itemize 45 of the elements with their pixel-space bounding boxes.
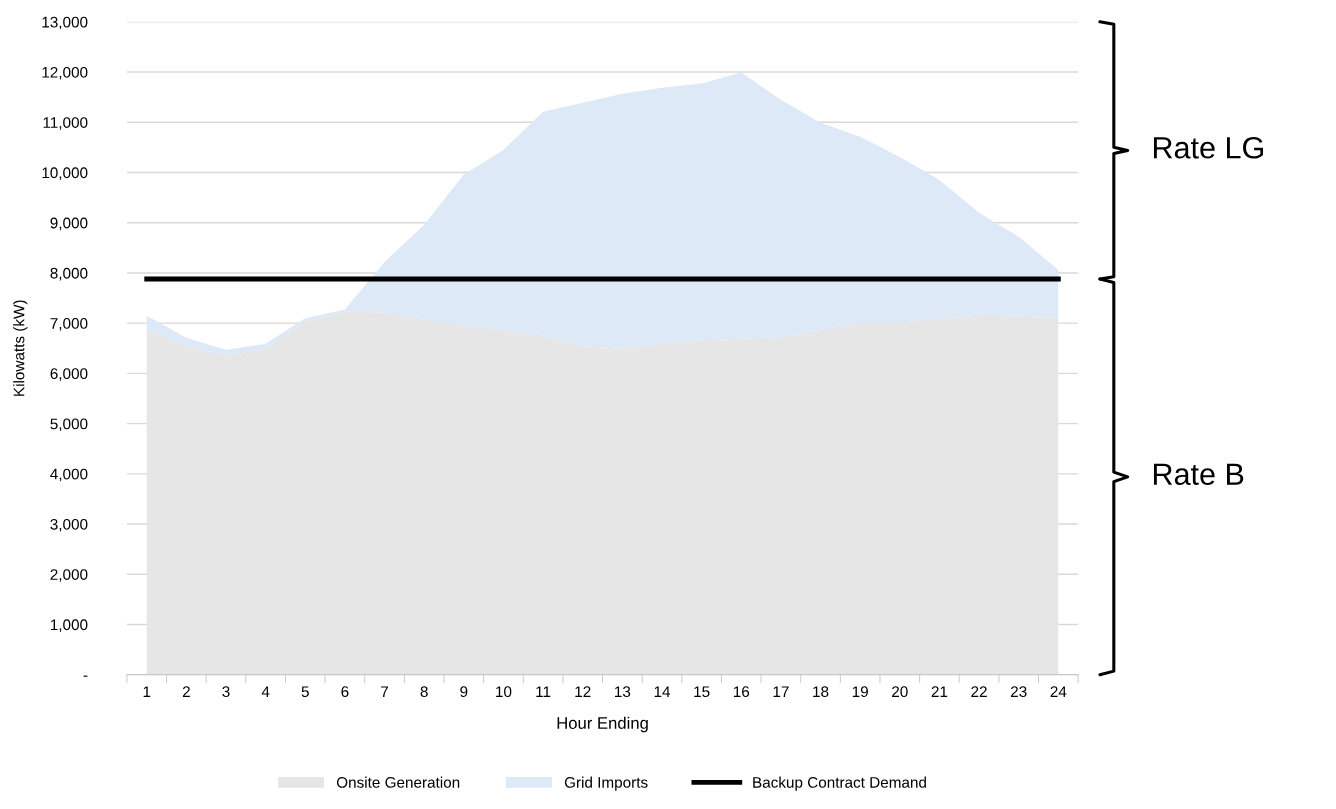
y-tick-label: 13,000 — [42, 16, 88, 30]
text: Rate B — [1153, 463, 1244, 486]
x-tick-label: 10 — [496, 686, 512, 698]
x-tick-label: 6 — [341, 686, 349, 698]
x-tick-label: 18 — [813, 686, 829, 698]
x-tick-label: 20 — [892, 686, 908, 698]
text: Rate LG — [1153, 136, 1263, 159]
legend-label: Backup Contract Demand — [753, 776, 926, 791]
y-tick-label: 11,000 — [43, 117, 88, 130]
x-tick-label: 8 — [420, 686, 428, 698]
x-axis-title: Hour Ending — [557, 716, 648, 733]
x-tick-label: 2 — [182, 686, 190, 697]
y-tick-label: 7,000 — [50, 318, 88, 331]
y-tick-label: 5,000 — [50, 418, 88, 432]
x-tick-label: 11 — [536, 686, 551, 697]
x-tick-label: 16 — [733, 686, 750, 698]
y-axis-title: Kilowatts (kW) — [13, 300, 28, 396]
y-tick-label: 1,000 — [50, 619, 88, 632]
y-tick-label: 2,000 — [50, 569, 88, 582]
y-tick-label: 3,000 — [50, 518, 88, 532]
x-tick-label: 1 — [143, 686, 151, 697]
x-tick-label: 7 — [381, 686, 389, 697]
y-tick-label: 9,000 — [50, 217, 88, 231]
x-tick-label: 9 — [460, 686, 468, 698]
x-tick-label: 17 — [773, 686, 789, 697]
x-tick-label: 13 — [615, 686, 631, 698]
x-tick-label: 5 — [301, 686, 309, 698]
y-tick-label: 4,000 — [50, 468, 88, 482]
x-tick-label: 23 — [1010, 686, 1027, 698]
x-tick-label: 15 — [694, 686, 710, 698]
y-tick-label: 12,000 — [42, 66, 88, 80]
x-tick-label: 24 — [1050, 686, 1067, 697]
y-tick-label: 6,000 — [50, 368, 88, 381]
x-tick-label: 12 — [575, 686, 591, 697]
y-tick-label: - — [83, 675, 88, 677]
x-tick-label: 21 — [931, 686, 948, 697]
y-tick-label: 10,000 — [42, 167, 88, 180]
x-tick-label: 14 — [654, 686, 671, 697]
legend-label: Onsite Generation — [336, 776, 460, 788]
x-tick-label: 4 — [261, 686, 270, 697]
x-tick-label: 22 — [971, 686, 987, 697]
legend-label: Grid Imports — [564, 776, 648, 791]
y-tick-label: 8,000 — [50, 267, 88, 281]
x-tick-label: 19 — [852, 686, 868, 698]
x-tick-label: 3 — [222, 686, 230, 698]
